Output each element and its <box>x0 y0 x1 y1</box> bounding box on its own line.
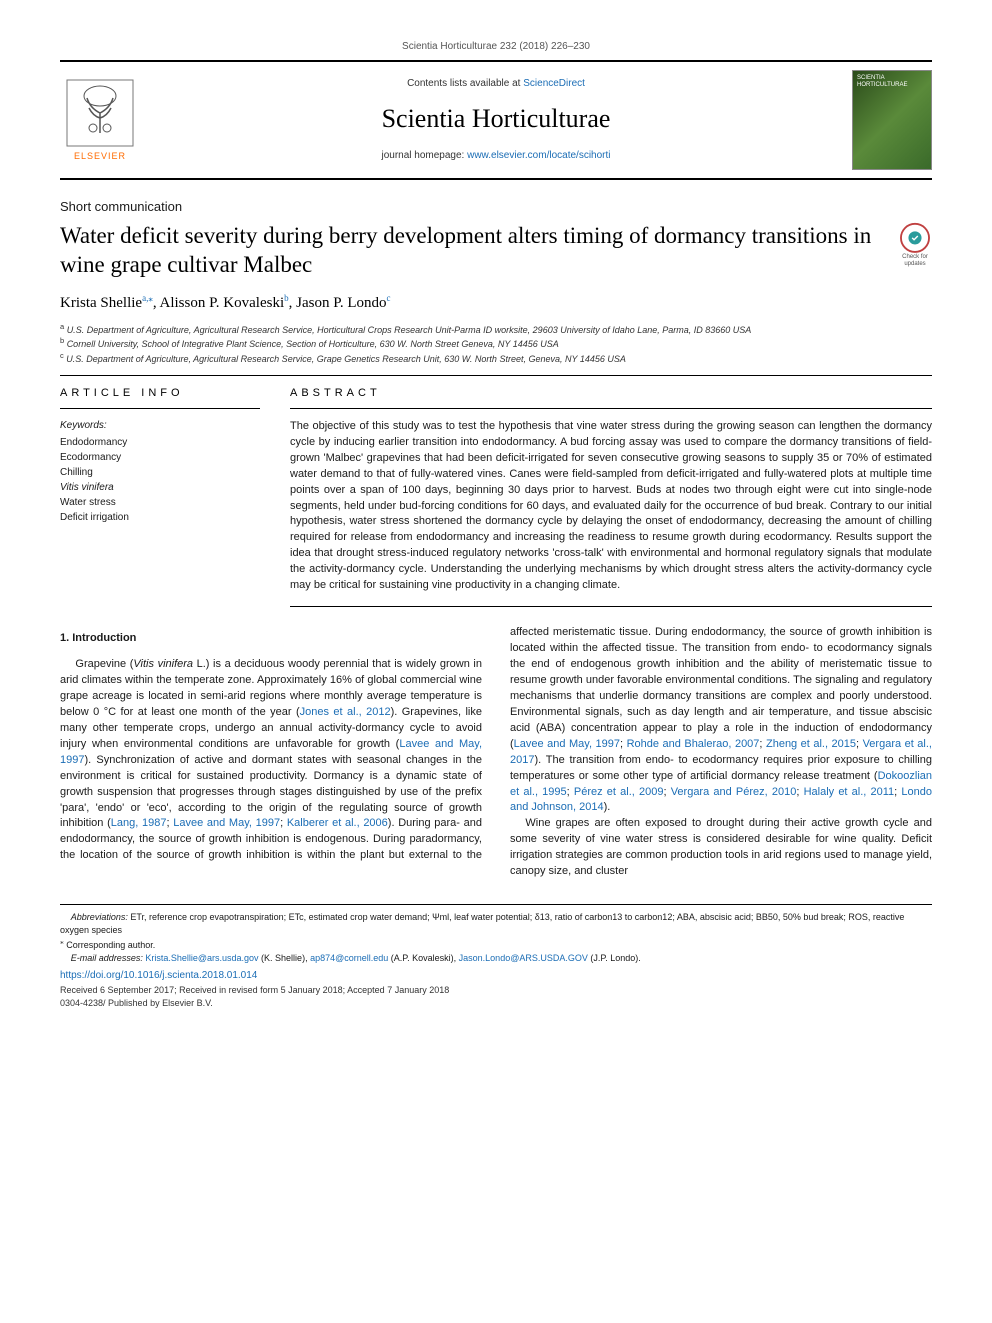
author-corr-mark[interactable]: ⁎ <box>148 293 153 303</box>
aff-mark: a <box>60 322 64 331</box>
keyword: Deficit irrigation <box>60 510 260 525</box>
corr-text: Corresponding author. <box>64 940 156 950</box>
check-updates-badge[interactable]: Check for updates <box>898 222 932 267</box>
author-affmark[interactable]: b <box>284 293 289 303</box>
received-line: Received 6 September 2017; Received in r… <box>60 984 932 997</box>
author-name: Krista Shellie <box>60 295 142 311</box>
email-who: (K. Shellie), <box>259 953 311 963</box>
aff-mark: b <box>60 336 64 345</box>
author: Jason P. Londoc <box>296 295 390 311</box>
text-run: Grapevine ( <box>75 658 133 670</box>
affiliation: b Cornell University, School of Integrat… <box>60 336 932 351</box>
citation-link[interactable]: Jones et al., 2012 <box>300 706 391 718</box>
aff-text: U.S. Department of Agriculture, Agricult… <box>66 354 626 364</box>
text-run: ; <box>280 817 287 829</box>
article-type: Short communication <box>60 198 932 216</box>
elsevier-tree-icon <box>65 78 135 148</box>
citation-link[interactable]: Lavee and May, 1997 <box>514 738 620 750</box>
homepage-link[interactable]: www.elsevier.com/locate/scihorti <box>467 150 610 161</box>
article-info-heading: ARTICLE INFO <box>60 386 260 408</box>
article-info-col: ARTICLE INFO Keywords: Endodormancy Ecod… <box>60 386 260 607</box>
keyword: Ecodormancy <box>60 450 260 465</box>
intro-heading: 1. Introduction <box>60 631 482 647</box>
body-two-column: 1. Introduction Grapevine (Vitis vinifer… <box>60 625 932 880</box>
abbreviations-line: Abbreviations: ETr, reference crop evapo… <box>60 911 932 937</box>
email-link[interactable]: Krista.Shellie@ars.usda.gov <box>145 953 258 963</box>
email-link[interactable]: Jason.Londo@ARS.USDA.GOV <box>459 953 588 963</box>
homepage-prefix: journal homepage: <box>381 150 467 161</box>
keyword: Endodormancy <box>60 435 260 450</box>
cover-label: SCIENTIA HORTICULTURAE <box>857 75 931 88</box>
publisher-logo: ELSEVIER <box>60 75 140 165</box>
abbrev-label: Abbreviations: <box>71 912 128 922</box>
author-affmark[interactable]: c <box>387 293 391 303</box>
text-run: ). The transition from endo- to ecodorma… <box>510 754 932 782</box>
journal-cover-thumbnail: SCIENTIA HORTICULTURAE <box>852 70 932 170</box>
citation-link[interactable]: Vergara and Pérez, 2010 <box>671 786 797 798</box>
affiliations: a U.S. Department of Agriculture, Agricu… <box>60 322 932 366</box>
journal-title: Scientia Horticulturae <box>140 101 852 137</box>
emails-line: E-mail addresses: Krista.Shellie@ars.usd… <box>60 952 932 965</box>
corresponding-line: ⁎ Corresponding author. <box>60 937 932 952</box>
affiliation: a U.S. Department of Agriculture, Agricu… <box>60 322 932 337</box>
aff-text: Cornell University, School of Integrativ… <box>67 339 559 349</box>
check-badge-text: Check for updates <box>898 254 932 267</box>
citation-link[interactable]: Halaly et al., 2011 <box>804 786 895 798</box>
article-title: Water deficit severity during berry deve… <box>60 222 888 280</box>
author: Alisson P. Kovaleskib <box>160 295 289 311</box>
citation-link[interactable]: Zheng et al., 2015 <box>766 738 856 750</box>
text-run: ; <box>796 786 803 798</box>
text-run: ; <box>567 786 574 798</box>
affiliation: c U.S. Department of Agriculture, Agricu… <box>60 351 932 366</box>
author-name: Alisson P. Kovaleski <box>160 295 285 311</box>
contents-prefix: Contents lists available at <box>407 78 523 89</box>
page-reference: Scientia Horticulturae 232 (2018) 226–23… <box>60 40 932 54</box>
author: Krista Shelliea,⁎ <box>60 295 153 311</box>
issn-line: 0304-4238/ Published by Elsevier B.V. <box>60 997 932 1010</box>
keyword: Water stress <box>60 495 260 510</box>
homepage-line: journal homepage: www.elsevier.com/locat… <box>140 149 852 163</box>
citation-link[interactable]: Kalberer et al., 2006 <box>287 817 388 829</box>
keywords-list: Endodormancy Ecodormancy Chilling Vitis … <box>60 435 260 525</box>
keyword: Vitis vinifera <box>60 480 260 495</box>
journal-header: ELSEVIER Contents lists available at Sci… <box>60 60 932 180</box>
doi-link[interactable]: https://doi.org/10.1016/j.scienta.2018.0… <box>60 969 932 984</box>
citation-link[interactable]: Lavee and May, 1997 <box>173 817 280 829</box>
species-name: Vitis vinifera <box>133 658 193 670</box>
citation-link[interactable]: Pérez et al., 2009 <box>574 786 664 798</box>
intro-paragraph-2: Wine grapes are often exposed to drought… <box>510 816 932 880</box>
citation-link[interactable]: Rohde and Bhalerao, 2007 <box>627 738 760 750</box>
email-label: E-mail addresses: <box>71 953 143 963</box>
email-who: (A.P. Kovaleski), <box>388 953 458 963</box>
aff-mark: c <box>60 351 64 360</box>
sciencedirect-link[interactable]: ScienceDirect <box>523 78 585 89</box>
publisher-name: ELSEVIER <box>74 150 126 163</box>
email-who: (J.P. Londo). <box>588 953 641 963</box>
abstract-heading: ABSTRACT <box>290 386 932 408</box>
text-run: ; <box>663 786 670 798</box>
crossmark-icon <box>898 222 932 254</box>
text-run: ). <box>604 801 611 813</box>
keyword: Chilling <box>60 465 260 480</box>
contents-line: Contents lists available at ScienceDirec… <box>140 77 852 91</box>
keywords-label: Keywords: <box>60 419 260 433</box>
title-row: Water deficit severity during berry deve… <box>60 222 932 292</box>
aff-text: U.S. Department of Agriculture, Agricult… <box>67 325 752 335</box>
abstract-col: ABSTRACT The objective of this study was… <box>290 386 932 607</box>
divider <box>60 375 932 376</box>
authors-line: Krista Shelliea,⁎, Alisson P. Kovaleskib… <box>60 292 932 314</box>
author-name: Jason P. Londo <box>296 295 386 311</box>
abstract-text: The objective of this study was to test … <box>290 419 932 607</box>
info-abstract-row: ARTICLE INFO Keywords: Endodormancy Ecod… <box>60 386 932 607</box>
abbrev-text: ETr, reference crop evapotranspiration; … <box>60 912 904 935</box>
article-footer: Abbreviations: ETr, reference crop evapo… <box>60 904 932 1010</box>
email-link[interactable]: ap874@cornell.edu <box>310 953 388 963</box>
journal-center-block: Contents lists available at ScienceDirec… <box>140 77 852 163</box>
citation-link[interactable]: Lang, 1987 <box>111 817 167 829</box>
